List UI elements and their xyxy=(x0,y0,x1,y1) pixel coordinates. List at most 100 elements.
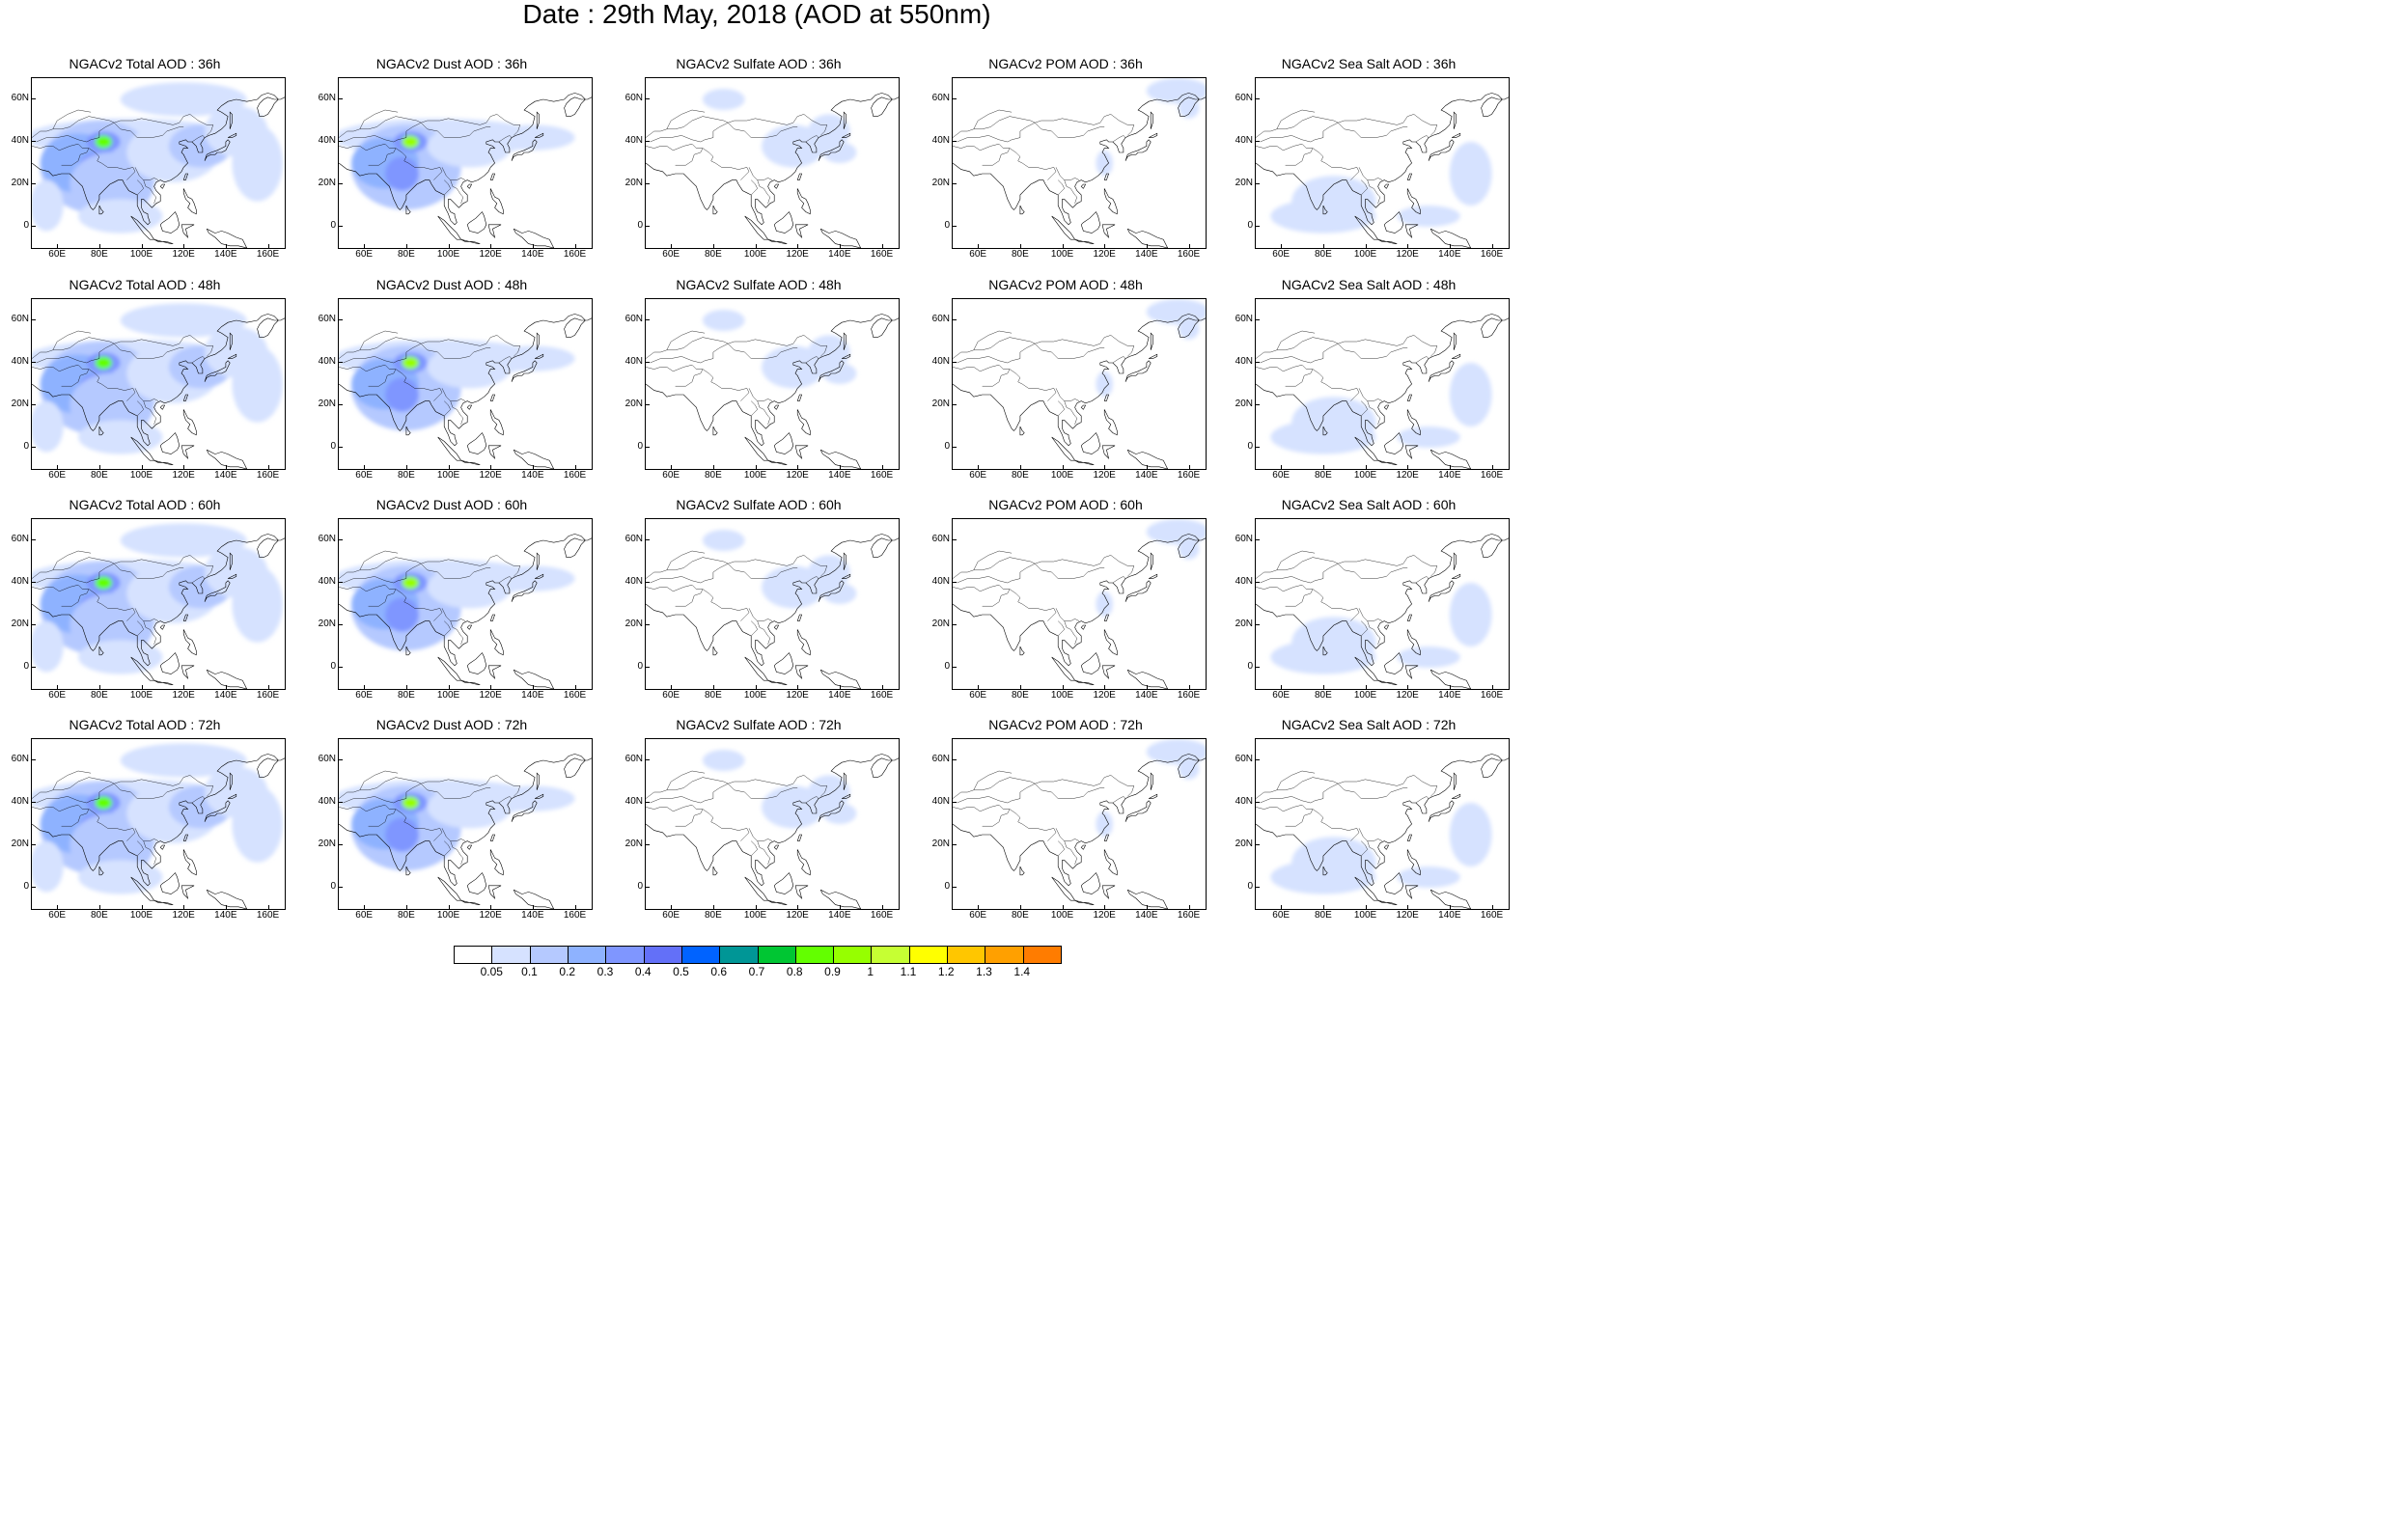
longitude-tick-mark xyxy=(1407,244,1409,248)
coastline xyxy=(204,139,231,161)
panel-title: NGACv2 POM AOD : 36h xyxy=(988,56,1143,71)
colorbar-label: 0.7 xyxy=(748,965,765,978)
coastline xyxy=(227,793,237,799)
latitude-tick-mark xyxy=(953,98,957,99)
map-panel: NGACv2 Sea Salt AOD : 72h 60N 40N 20N 0 60E 80… xyxy=(1224,717,1513,921)
longitude-tick-label: 100E xyxy=(743,249,767,260)
longitude-tick-mark xyxy=(1322,465,1324,469)
panel-title: NGACv2 Total AOD : 60h xyxy=(69,497,221,512)
longitude-tick-mark xyxy=(267,905,269,909)
coastline xyxy=(1429,669,1472,689)
country-border xyxy=(143,840,157,865)
country-border xyxy=(441,388,466,401)
longitude-tick-mark xyxy=(1365,905,1367,909)
country-border xyxy=(1338,344,1408,359)
aod-field-region xyxy=(232,124,283,202)
aod-map xyxy=(646,750,899,909)
latitude-tick-label: 60N xyxy=(11,754,29,764)
longitude-tick-label: 100E xyxy=(129,470,153,481)
longitude-tick-mark xyxy=(183,465,185,469)
coastline xyxy=(204,360,231,382)
longitude-tick-label: 160E xyxy=(870,249,894,260)
country-border xyxy=(757,400,771,425)
aod-field-region xyxy=(822,142,857,163)
country-border xyxy=(1035,123,1105,138)
country-border xyxy=(666,109,706,129)
coastline xyxy=(180,885,195,899)
longitude-tick-label: 60E xyxy=(355,910,374,921)
country-border xyxy=(339,367,367,371)
coastline xyxy=(206,669,248,689)
aod-field-region xyxy=(1449,803,1492,866)
coastline xyxy=(1354,656,1379,681)
coastline xyxy=(1101,885,1116,899)
country-border xyxy=(1312,809,1360,841)
longitude-tick-label: 140E xyxy=(1438,249,1461,260)
latitude-tick-label: 60N xyxy=(1235,93,1253,103)
coastline xyxy=(1080,211,1101,234)
latitude-tick-label: 40N xyxy=(318,135,336,146)
coastline xyxy=(1406,834,1413,841)
coastline xyxy=(1080,844,1087,850)
country-border xyxy=(1367,840,1381,865)
country-border xyxy=(1415,135,1429,143)
longitude-tick-mark xyxy=(881,905,883,909)
country-border xyxy=(359,550,399,570)
longitude-tick-mark xyxy=(183,244,185,248)
map-plot-area xyxy=(31,298,286,470)
latitude-tick-mark xyxy=(1256,759,1260,760)
latitude-tick-mark xyxy=(32,539,36,540)
latitude-tick-label: 0 xyxy=(23,441,29,452)
coastline xyxy=(32,314,285,447)
coastline xyxy=(466,432,487,454)
country-border xyxy=(343,555,521,584)
coastline xyxy=(744,215,769,240)
longitude-tick-label: 140E xyxy=(214,910,237,921)
longitude-tick-label: 140E xyxy=(214,249,237,260)
latitude-tick-mark xyxy=(953,404,957,405)
colorbar-swatch xyxy=(834,947,873,963)
panel-title: NGACv2 Sulfate AOD : 60h xyxy=(676,497,842,512)
latitude-tick-label: 60N xyxy=(625,754,643,764)
country-border xyxy=(1009,148,1057,180)
country-border xyxy=(1058,179,1065,196)
panel-title: NGACv2 Sea Salt AOD : 72h xyxy=(1281,717,1457,732)
coastline xyxy=(182,188,197,215)
latitude-tick-mark xyxy=(953,362,957,363)
aod-field-region xyxy=(32,179,64,232)
country-border xyxy=(1283,143,1314,166)
coastline xyxy=(1051,656,1076,681)
longitude-tick-mark xyxy=(978,905,980,909)
coastline xyxy=(153,679,174,685)
colorbar-label: 0.5 xyxy=(673,965,689,978)
longitude-tick-label: 80E xyxy=(90,470,108,481)
latitude-tick-label: 40N xyxy=(318,356,336,367)
country-border xyxy=(1312,369,1360,401)
map-plot-area xyxy=(952,738,1207,910)
map-plot-area xyxy=(952,518,1207,690)
coastline xyxy=(182,629,197,656)
map-panel: NGACv2 Total AOD : 60h 60N 40N 20N 0 60E 80E 10… xyxy=(0,497,290,701)
latitude-tick-mark xyxy=(32,226,36,227)
aod-map xyxy=(339,314,592,469)
country-border xyxy=(1256,777,1339,799)
country-border xyxy=(1055,608,1080,621)
latitude-tick-label: 40N xyxy=(931,135,950,146)
map-panel: NGACv2 Dust AOD : 36h 60N 40N 20N 0 60E 80E 100… xyxy=(307,56,597,260)
coastline xyxy=(1406,173,1413,180)
aod-field-region xyxy=(1397,206,1460,227)
coastline xyxy=(1451,353,1461,359)
latitude-tick-mark xyxy=(339,667,343,668)
country-border xyxy=(1367,179,1381,204)
coastline xyxy=(953,534,1206,667)
country-border xyxy=(1312,589,1360,621)
longitude-tick-label: 60E xyxy=(969,470,987,481)
longitude-tick-mark xyxy=(141,905,143,909)
country-border xyxy=(953,587,981,591)
aod-map xyxy=(1256,534,1509,689)
coastline xyxy=(1124,139,1152,161)
coastline xyxy=(32,754,285,887)
coastline xyxy=(1453,772,1457,790)
latitude-tick-mark xyxy=(953,844,957,845)
latitude-tick-mark xyxy=(339,887,343,888)
